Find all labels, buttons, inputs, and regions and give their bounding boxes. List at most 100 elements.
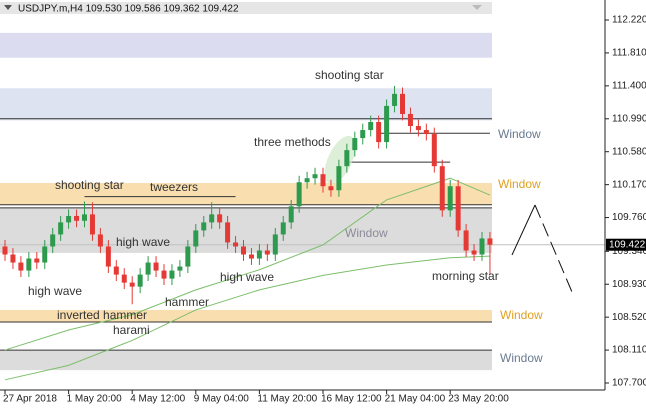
annotation: tweezers <box>150 180 198 194</box>
candle-body <box>18 262 24 271</box>
annotation: high wave <box>28 284 82 298</box>
y-tick-label: 110.580 <box>612 146 646 157</box>
candle-body <box>34 258 40 263</box>
candle-body <box>58 222 64 235</box>
moving-average <box>4 255 490 381</box>
candle-body <box>296 182 302 207</box>
candle-body <box>10 254 16 263</box>
candle-body <box>193 230 199 247</box>
annotation: high wave <box>220 270 274 284</box>
y-tick-label: 110.170 <box>612 179 646 190</box>
y-tick-label: 108.110 <box>612 345 646 356</box>
candle-body <box>487 238 493 245</box>
highlight <box>324 135 356 185</box>
candle-body <box>153 262 159 271</box>
annotation: morning star <box>432 269 499 283</box>
zones <box>0 32 492 371</box>
candle-body <box>447 186 453 211</box>
candle-body <box>185 246 191 267</box>
x-tick-label: 23 May 20:00 <box>448 394 509 405</box>
candle-body <box>217 214 223 223</box>
candle-body <box>479 238 485 255</box>
x-tick-label: 1 May 20:00 <box>67 394 122 405</box>
candle-body <box>463 230 469 251</box>
candle-body <box>177 266 183 271</box>
annotations: shooting star three methods shooting sta… <box>28 68 543 365</box>
candle-body <box>97 234 103 247</box>
annotation: inverted hammer <box>57 308 147 322</box>
candle-body <box>209 214 215 223</box>
candle-body <box>392 93 398 106</box>
annotation: high wave <box>116 235 170 249</box>
y-tick-label: 108.520 <box>612 312 646 323</box>
y-tick-label: 112.220 <box>612 15 646 26</box>
candle-body <box>352 138 358 151</box>
candle-body <box>201 222 207 231</box>
zone <box>0 183 492 205</box>
candle-body <box>121 274 127 283</box>
header-title: USDJPY.m,H4 109.530 109.586 109.362 109.… <box>18 4 239 15</box>
header-icon <box>4 5 12 10</box>
projection <box>511 204 573 293</box>
y-tick-label: 111.810 <box>612 48 646 59</box>
current-price-box <box>606 238 646 251</box>
annotation: Window <box>498 127 541 141</box>
header-bar <box>0 2 492 14</box>
candle-body <box>113 266 119 275</box>
annotation: shooting star <box>55 178 124 192</box>
zone <box>0 309 492 322</box>
candle-body <box>288 206 294 223</box>
candle-body <box>248 254 254 259</box>
candle-body <box>74 215 80 221</box>
candle-body <box>400 93 405 114</box>
candle-body <box>455 186 461 231</box>
candles <box>2 85 493 305</box>
candle-body <box>129 282 135 287</box>
candle-body <box>471 250 477 255</box>
zone <box>0 207 492 253</box>
candle-body <box>423 130 429 135</box>
candle-body <box>360 130 366 139</box>
candle-body <box>89 214 95 235</box>
candle-body <box>105 246 111 267</box>
candle-body <box>169 270 175 279</box>
candle-body <box>233 242 239 247</box>
candle-body <box>241 246 246 255</box>
x-tick-label: 21 May 04:00 <box>385 394 446 405</box>
annotation: Window <box>500 308 543 322</box>
candle-body <box>82 214 87 221</box>
annotation: Window <box>500 351 543 365</box>
zone <box>0 350 492 371</box>
candle-body <box>145 262 151 275</box>
candle-body <box>256 250 262 259</box>
annotation: Window <box>498 177 541 191</box>
annotation: hammer <box>165 295 209 309</box>
y-tick-label: 109.340 <box>612 246 646 257</box>
candle-body <box>137 274 143 287</box>
candle-body <box>225 222 231 243</box>
candle-body <box>431 134 437 167</box>
y-tick-label: 109.760 <box>612 212 646 223</box>
header-icon <box>472 5 482 10</box>
zone <box>0 88 492 121</box>
candle-body <box>439 166 445 211</box>
axes: 112.220 111.810 111.400 110.990 110.580 110.1… <box>3 15 646 405</box>
candle-body <box>66 215 72 223</box>
candle-body <box>407 113 413 127</box>
y-tick-label: 107.700 <box>612 378 646 389</box>
projection-line <box>534 204 573 293</box>
candle-body <box>328 186 334 191</box>
candle-body <box>336 166 342 191</box>
candle-body <box>161 270 167 279</box>
y-tick-label: 108.930 <box>612 279 646 290</box>
annotation: Window <box>345 226 388 240</box>
candle-body <box>368 121 374 131</box>
moving-averages <box>4 177 491 381</box>
candle-body <box>384 105 390 143</box>
zone <box>0 32 492 58</box>
x-tick-label: 16 May 12:00 <box>321 394 382 405</box>
x-tick-label: 27 Apr 2018 <box>3 394 57 405</box>
candle-body <box>304 178 310 183</box>
y-tick-label: 111.400 <box>612 80 646 91</box>
